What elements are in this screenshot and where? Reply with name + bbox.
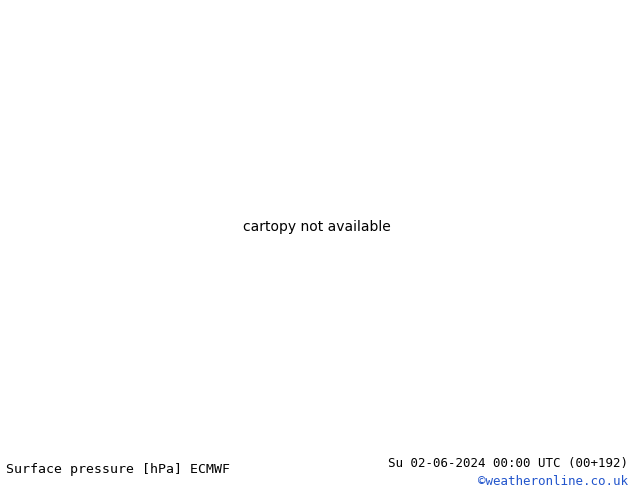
Text: Surface pressure [hPa] ECMWF: Surface pressure [hPa] ECMWF <box>6 463 230 476</box>
Text: cartopy not available: cartopy not available <box>243 220 391 234</box>
Text: ©weatheronline.co.uk: ©weatheronline.co.uk <box>477 475 628 489</box>
Text: Su 02-06-2024 00:00 UTC (00+192): Su 02-06-2024 00:00 UTC (00+192) <box>387 457 628 470</box>
